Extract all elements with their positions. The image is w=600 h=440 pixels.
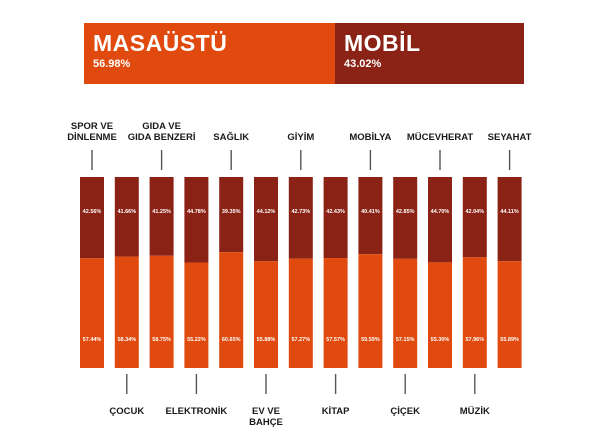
- bar-mobile-segment: [149, 177, 174, 256]
- desktop-value-label: 57.15%: [396, 337, 415, 343]
- bar-mobile-segment: [393, 177, 418, 259]
- category-label: KİTAP: [322, 406, 350, 417]
- bar-desktop-segment: [219, 252, 244, 368]
- bar-mobile-segment: [254, 177, 278, 262]
- desktop-value-label: 57.44%: [83, 337, 102, 343]
- bar-mobile-segment: [358, 177, 383, 255]
- desktop-value-label: 58.75%: [152, 337, 171, 343]
- mobile-value-label: 41.25%: [152, 209, 171, 215]
- bar-desktop-segment: [393, 258, 418, 368]
- desktop-value-label: 55.22%: [187, 337, 206, 343]
- mobile-value-label: 39.35%: [222, 209, 241, 215]
- bar-mobile-segment: [114, 177, 139, 257]
- bar-desktop-segment: [149, 255, 174, 368]
- desktop-value-label: 58.34%: [117, 337, 136, 343]
- category-label: MÜZİK: [460, 406, 490, 417]
- desktop-title: MASAÜSTÜ: [93, 30, 228, 56]
- bar-mobile-segment: [428, 177, 452, 263]
- bar-desktop-segment: [184, 262, 209, 368]
- desktop-value-label: 55.30%: [431, 337, 450, 343]
- bar-mobile-segment: [462, 177, 487, 258]
- desktop-value-label: 55.88%: [257, 337, 276, 343]
- category-label: MOBİLYA: [349, 132, 391, 143]
- category-label: SAĞLIK: [213, 131, 249, 143]
- desktop-value-label: 57.96%: [465, 337, 484, 343]
- category-label: GIDA BENZERİ: [128, 132, 196, 143]
- mobile-value-label: 40.41%: [361, 209, 380, 215]
- bar-mobile-segment: [80, 177, 104, 259]
- bar-mobile-segment: [184, 177, 209, 263]
- category-label: GIDA VE: [142, 121, 181, 132]
- mobile-value-label: 42.43%: [326, 209, 345, 215]
- bar-desktop-segment: [80, 258, 104, 368]
- category-label: SEYAHAT: [488, 132, 532, 143]
- mobile-percentage: 43.02%: [344, 58, 382, 70]
- category-label: ÇİÇEK: [390, 406, 420, 417]
- bar-desktop-segment: [462, 257, 487, 368]
- category-label: ELEKTRONİK: [166, 406, 228, 417]
- mobile-value-label: 44.12%: [257, 209, 276, 215]
- category-label: MÜCEVHERAT: [407, 132, 474, 143]
- desktop-value-label: 55.89%: [500, 337, 519, 343]
- category-label: ÇOCUK: [109, 406, 144, 417]
- bar-mobile-segment: [288, 177, 313, 259]
- mobile-value-label: 44.70%: [431, 209, 450, 215]
- category-label: EV VE: [252, 406, 280, 417]
- mobile-value-label: 44.78%: [187, 209, 206, 215]
- desktop-share-block: MASAÜSTÜ 56.98%: [84, 23, 335, 84]
- mobile-title: MOBİL: [344, 30, 421, 56]
- bar-mobile-segment: [323, 177, 348, 259]
- bar-desktop-segment: [497, 261, 522, 368]
- category-label: BAHÇE: [249, 417, 283, 428]
- mobile-value-label: 42.85%: [396, 209, 415, 215]
- mobile-value-label: 42.73%: [291, 209, 310, 215]
- bar-desktop-segment: [114, 256, 139, 368]
- desktop-percentage: 56.98%: [93, 58, 131, 70]
- desktop-value-label: 60.65%: [222, 337, 241, 343]
- desktop-value-label: 57.57%: [326, 337, 345, 343]
- mobile-value-label: 42.04%: [465, 209, 484, 215]
- bar-desktop-segment: [428, 262, 452, 368]
- mobile-value-label: 41.66%: [117, 209, 136, 215]
- mobile-value-label: 44.11%: [500, 209, 518, 215]
- desktop-value-label: 59.59%: [361, 337, 380, 343]
- bar-mobile-segment: [219, 177, 244, 253]
- mobile-share-block: MOBİL 43.02%: [335, 23, 524, 84]
- bar-desktop-segment: [288, 258, 313, 368]
- category-label: GİYİM: [287, 132, 314, 143]
- category-label: DİNLENME: [67, 132, 117, 143]
- bar-desktop-segment: [254, 261, 278, 368]
- legend-header: MASAÜSTÜ 56.98% MOBİL 43.02%: [84, 23, 524, 84]
- desktop-value-label: 57.27%: [291, 337, 310, 343]
- bar-desktop-segment: [358, 254, 383, 368]
- bar-mobile-segment: [497, 177, 522, 262]
- category-label: SPOR VE: [71, 121, 113, 132]
- mobile-value-label: 42.56%: [83, 209, 102, 215]
- bar-desktop-segment: [323, 258, 348, 368]
